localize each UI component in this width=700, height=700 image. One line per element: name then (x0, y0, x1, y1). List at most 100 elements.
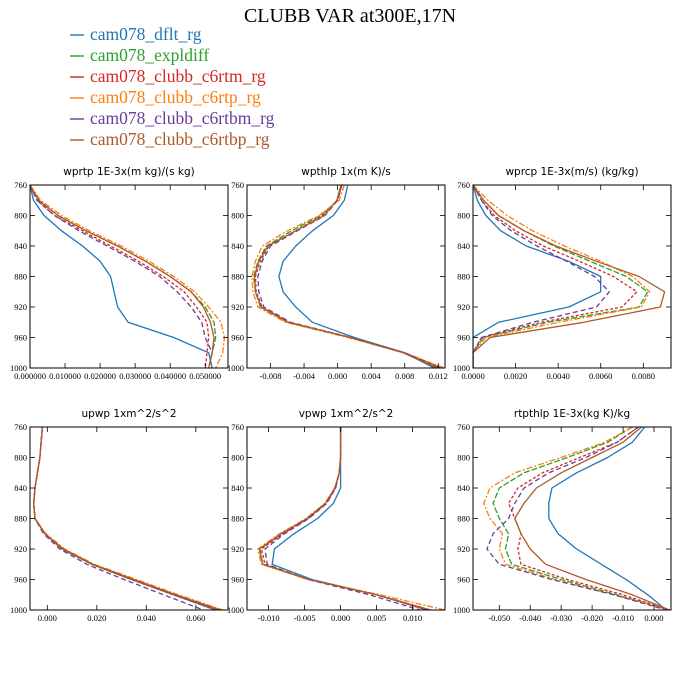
series-line (257, 427, 445, 610)
chart-panel: wprtp 1E-3x(m kg)/(s kg) 0.000000 0.010000… (10, 166, 229, 381)
series-line (473, 185, 602, 368)
y-tick-label: 840 (457, 483, 470, 493)
series-line (278, 185, 435, 368)
series-line (33, 427, 221, 610)
series-line (473, 185, 651, 368)
x-tick-label: 0.0080 (632, 371, 655, 381)
chart-panel: upwp 1xm^2/s^2 0.000 0.020 0.040 0.060 760 800… (10, 408, 229, 623)
series-line (514, 427, 670, 610)
x-tick-label: 0.000 (331, 613, 350, 623)
y-tick-label: 840 (231, 241, 244, 251)
series-line (548, 427, 667, 610)
series-line (271, 427, 428, 610)
series-group (473, 185, 666, 368)
series-line (30, 185, 213, 368)
series-line (30, 185, 215, 368)
x-tick-label: 0.0060 (589, 371, 612, 381)
series-group (251, 185, 445, 368)
y-tick-label: 960 (14, 333, 27, 343)
y-tick-label: 800 (14, 211, 27, 221)
y-tick-label: 800 (231, 453, 244, 463)
x-tick-label: 0.0000 (461, 371, 484, 381)
y-tick-label: 800 (457, 453, 470, 463)
x-tick-label: -0.030 (550, 613, 572, 623)
plot-frame (29, 426, 229, 611)
legend-label: cam078_clubb_c6rtm_rg (90, 66, 266, 86)
series-line (30, 185, 226, 368)
x-tick-label: 0.050000 (189, 371, 221, 381)
y-tick-label: 920 (231, 544, 244, 554)
y-tick-label: 840 (14, 483, 27, 493)
legend-label: cam078_clubb_c6rtbm_rg (90, 108, 275, 128)
series-line (33, 427, 216, 610)
series-line (257, 185, 441, 368)
series-line (473, 185, 666, 368)
series-line (492, 427, 670, 610)
x-tick-label: -0.004 (293, 371, 316, 381)
y-tick-label: 840 (14, 241, 27, 251)
series-group (30, 185, 226, 368)
y-tick-label: 880 (457, 272, 470, 282)
y-tick-label: 920 (14, 544, 27, 554)
y-tick-label: 760 (231, 180, 244, 190)
chart-panel: wprcp 1E-3x(m/s) (kg/kg) 0.0000 0.0020 0.00… (453, 166, 672, 381)
x-tick-label: 0.010 (403, 613, 422, 623)
plot-frame (246, 426, 446, 611)
y-tick-label: 880 (457, 514, 470, 524)
y-tick-label: 1000 (453, 605, 470, 615)
y-tick-label: 960 (457, 333, 470, 343)
series-group (257, 427, 445, 610)
y-tick-label: 800 (231, 211, 244, 221)
y-tick-label: 920 (14, 302, 27, 312)
series-group (33, 427, 224, 610)
chart-panel: vpwp 1xm^2/s^2 -0.010 -0.005 0.000 0.005 0.01… (227, 408, 446, 623)
figure-title: CLUBB VAR at300E,17N (244, 5, 456, 27)
y-tick-label: 760 (14, 180, 27, 190)
x-tick-label: 0.040000 (154, 371, 186, 381)
chart-panel: wpthlp 1x(m K)/s -0.008 -0.004 0.000 0.004 0.… (227, 166, 448, 381)
y-tick-label: 960 (14, 575, 27, 585)
series-group (483, 427, 670, 610)
y-tick-label: 800 (457, 211, 470, 221)
y-tick-label: 760 (231, 422, 244, 432)
y-tick-label: 880 (231, 514, 244, 524)
x-tick-label: -0.040 (519, 613, 541, 623)
y-tick-label: 960 (457, 575, 470, 585)
x-tick-label: 0.004 (362, 371, 382, 381)
series-line (473, 185, 649, 368)
y-tick-label: 760 (457, 180, 470, 190)
x-tick-label: -0.020 (581, 613, 603, 623)
y-tick-label: 760 (457, 422, 470, 432)
x-tick-label: -0.005 (294, 613, 316, 623)
legend-label: cam078_clubb_c6rtp_rg (90, 87, 261, 107)
x-tick-label: 0.000 (644, 613, 663, 623)
y-tick-label: 880 (14, 272, 27, 282)
series-line (253, 185, 443, 368)
series-line (254, 185, 441, 368)
x-tick-label: 0.060 (186, 613, 205, 623)
series-line (33, 427, 204, 610)
y-tick-label: 960 (231, 333, 244, 343)
x-tick-label: -0.010 (612, 613, 634, 623)
y-tick-label: 920 (231, 302, 244, 312)
series-line (260, 427, 428, 610)
y-tick-label: 1000 (10, 605, 27, 615)
y-tick-label: 760 (14, 422, 27, 432)
x-tick-label: -0.008 (260, 371, 282, 381)
series-line (259, 427, 431, 610)
series-line (30, 185, 213, 368)
panel-title: rtpthlp 1E-3x(kg K)/kg (514, 408, 630, 420)
series-line (33, 427, 216, 610)
series-line (473, 185, 638, 368)
x-tick-label: 0.010000 (49, 371, 81, 381)
series-line (33, 427, 224, 610)
panel-title: upwp 1xm^2/s^2 (82, 408, 177, 420)
y-tick-label: 840 (231, 483, 244, 493)
x-tick-label: 0.005 (367, 613, 386, 623)
x-tick-label: 0.000000 (14, 371, 46, 381)
legend-label: cam078_dflt_rg (90, 24, 202, 44)
series-line (33, 427, 219, 610)
series-line (483, 427, 670, 610)
series-line (253, 185, 437, 368)
